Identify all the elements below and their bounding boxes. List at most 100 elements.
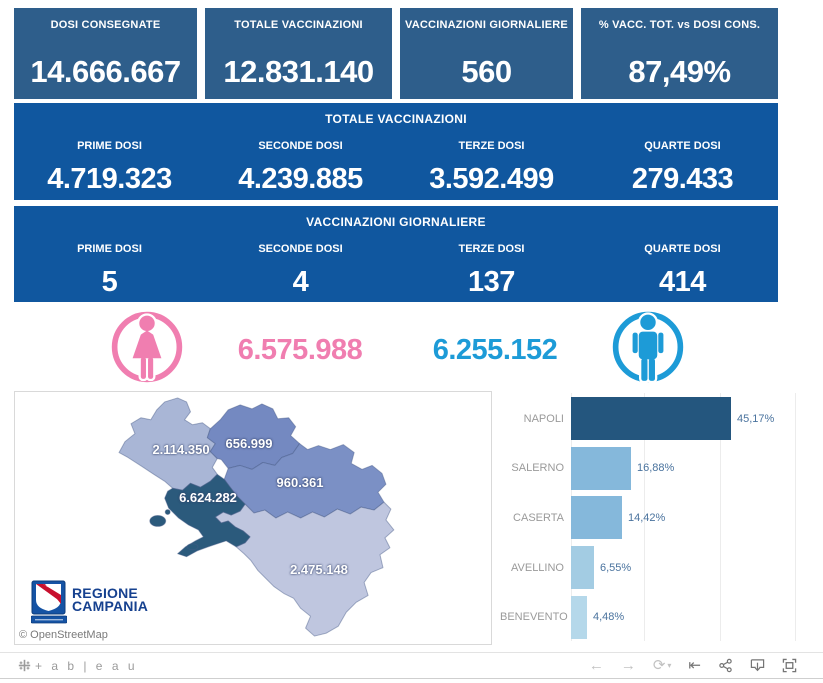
gridline [720, 393, 721, 641]
redo-icon: → [620, 657, 636, 674]
dose-value: 4.719.323 [47, 163, 172, 195]
dose-label: QUARTE DOSI [644, 140, 721, 152]
map-label-avellino: 960.361 [276, 475, 324, 490]
female-total: 6.575.988 [237, 334, 363, 366]
male-icon [612, 311, 684, 384]
regione-campania-logo: REGIONE CAMPANIA [31, 580, 148, 625]
kpi-card-percent-vacc: % VACC. TOT. vs DOSI CONS. 87,49% [581, 8, 778, 99]
totals-terze-dosi: TERZE DOSI 3.592.499 [396, 126, 587, 194]
bar-salerno[interactable] [571, 446, 631, 490]
tableau-wordmark: + a b | e a u [35, 658, 138, 673]
bar-category-label: NAPOLI [523, 412, 564, 425]
reset-button[interactable]: ⇤ [688, 658, 701, 673]
bar-row-avellino: AVELLINO 6,55% [500, 543, 816, 593]
kpi-row: DOSI CONSEGNATE 14.666.667 TOTALE VACCIN… [14, 8, 778, 99]
totals-quarte-dosi: QUARTE DOSI 279.433 [587, 126, 778, 194]
tableau-logo: + a b | e a u [18, 659, 138, 673]
undo-button[interactable]: ← [589, 658, 604, 673]
dose-value: 414 [659, 266, 706, 298]
bar-value-label: 4,48% [593, 611, 625, 624]
bar-category-label: AVELLINO [511, 561, 564, 574]
map-island-procida[interactable] [164, 509, 171, 516]
dose-value: 137 [468, 266, 515, 298]
reset-icon: ⇤ [688, 657, 701, 674]
gridline [644, 393, 645, 641]
province-bar-chart: NAPOLI 45,17% SALERNO 16,88% CASERTA 14,42% AV… [500, 391, 816, 645]
share-icon [719, 658, 732, 673]
map-island-capri[interactable] [186, 543, 199, 551]
daily-banner-title: VACCINAZIONI GIORNALIERE [306, 215, 486, 229]
dose-label: TERZE DOSI [458, 140, 525, 152]
bar-category-label: BENEVENTO [500, 611, 568, 624]
replay-button[interactable]: ⟳ ▾ [653, 658, 672, 673]
bar-value-label: 16,88% [637, 462, 675, 475]
totals-prime-dosi: PRIME DOSI 4.719.323 [14, 126, 205, 194]
bar-row-benevento: BENEVENTO 4,48% [500, 592, 816, 642]
undo-icon: ← [588, 657, 604, 674]
totals-seconde-dosi: SECONDE DOSI 4.239.885 [205, 126, 396, 194]
kpi-value: 560 [461, 54, 512, 89]
bar-benevento[interactable] [571, 595, 587, 639]
kpi-value: 14.666.667 [30, 54, 181, 89]
bar-row-salerno: SALERNO 16,88% [500, 444, 816, 494]
fullscreen-button[interactable] [782, 658, 797, 673]
openstreetmap-attribution[interactable]: © OpenStreetMap [15, 627, 115, 644]
dose-value: 4 [292, 266, 309, 298]
share-button[interactable] [718, 658, 733, 673]
bar-row-caserta: CASERTA 14,42% [500, 493, 816, 543]
regione-campania-text: REGIONE CAMPANIA [72, 585, 149, 615]
female-icon [111, 311, 183, 383]
dose-value: 5 [101, 266, 118, 298]
totals-banner: TOTALE VACCINAZIONI PRIME DOSI 4.719.323… [14, 103, 778, 200]
map-region-salerno[interactable] [214, 501, 395, 637]
gridline [795, 393, 796, 641]
tableau-toolbar: + a b | e a u ← → ⟳ ▾ ⇤ [0, 652, 823, 679]
kpi-card-vaccinazioni-giornaliere: VACCINAZIONI GIORNALIERE 560 [400, 8, 573, 99]
logo-line-1: REGIONE [72, 585, 138, 601]
bar-category-label: SALERNO [511, 462, 564, 475]
kpi-card-dosi-consegnate: DOSI CONSEGNATE 14.666.667 [14, 8, 197, 99]
daily-quarte-dosi: QUARTE DOSI 414 [587, 229, 778, 297]
bar-value-label: 14,42% [628, 511, 666, 524]
dose-value: 4.239.885 [238, 163, 363, 195]
redo-button[interactable]: → [621, 658, 636, 673]
daily-seconde-dosi: SECONDE DOSI 4 [205, 229, 396, 297]
kpi-label: VACCINAZIONI GIORNALIERE [405, 19, 568, 31]
map-island-ischia[interactable] [149, 515, 167, 527]
daily-banner: VACCINAZIONI GIORNALIERE PRIME DOSI 5 SE… [14, 206, 778, 302]
map-region-napoli[interactable] [164, 473, 251, 558]
download-button[interactable] [750, 658, 765, 673]
male-total: 6.255.152 [432, 334, 558, 366]
map-label-caserta: 2.114.350 [152, 442, 210, 457]
bar-value-label: 45,17% [737, 412, 775, 425]
dose-label: QUARTE DOSI [644, 243, 721, 255]
bar-row-napoli: NAPOLI 45,17% [500, 394, 816, 444]
dose-label: PRIME DOSI [77, 140, 142, 152]
logo-line-2: CAMPANIA [72, 598, 149, 615]
dose-value: 3.592.499 [429, 163, 554, 195]
kpi-card-totale-vaccinazioni: TOTALE VACCINAZIONI 12.831.140 [205, 8, 392, 99]
map-panel: 2.114.350 656.999 960.361 6.624.282 2.47… [14, 391, 492, 645]
bar-caserta[interactable] [571, 496, 622, 540]
bar-value-label: 6,55% [600, 561, 632, 574]
bar-chart-rows: NAPOLI 45,17% SALERNO 16,88% CASERTA 14,42% AV… [500, 391, 816, 645]
map-label-napoli: 6.624.282 [179, 490, 237, 505]
fullscreen-icon [782, 658, 797, 673]
kpi-label: DOSI CONSEGNATE [50, 19, 161, 31]
kpi-value: 87,49% [628, 54, 731, 89]
totals-banner-title: TOTALE VACCINAZIONI [325, 112, 467, 126]
bar-category-label: CASERTA [513, 511, 564, 524]
bar-avellino[interactable] [571, 546, 594, 590]
map-label-benevento: 656.999 [225, 436, 273, 451]
replay-icon: ⟳ [652, 657, 666, 674]
dose-label: SECONDE DOSI [258, 243, 343, 255]
map-label-salerno: 2.475.148 [290, 562, 348, 577]
tableau-glyph-icon [18, 659, 31, 672]
kpi-value: 12.831.140 [223, 54, 374, 89]
bar-napoli[interactable] [571, 397, 731, 441]
dose-label: SECONDE DOSI [258, 140, 343, 152]
dose-value: 279.433 [631, 163, 734, 195]
daily-terze-dosi: TERZE DOSI 137 [396, 229, 587, 297]
campania-map [118, 397, 395, 637]
kpi-label: TOTALE VACCINAZIONI [234, 19, 363, 31]
